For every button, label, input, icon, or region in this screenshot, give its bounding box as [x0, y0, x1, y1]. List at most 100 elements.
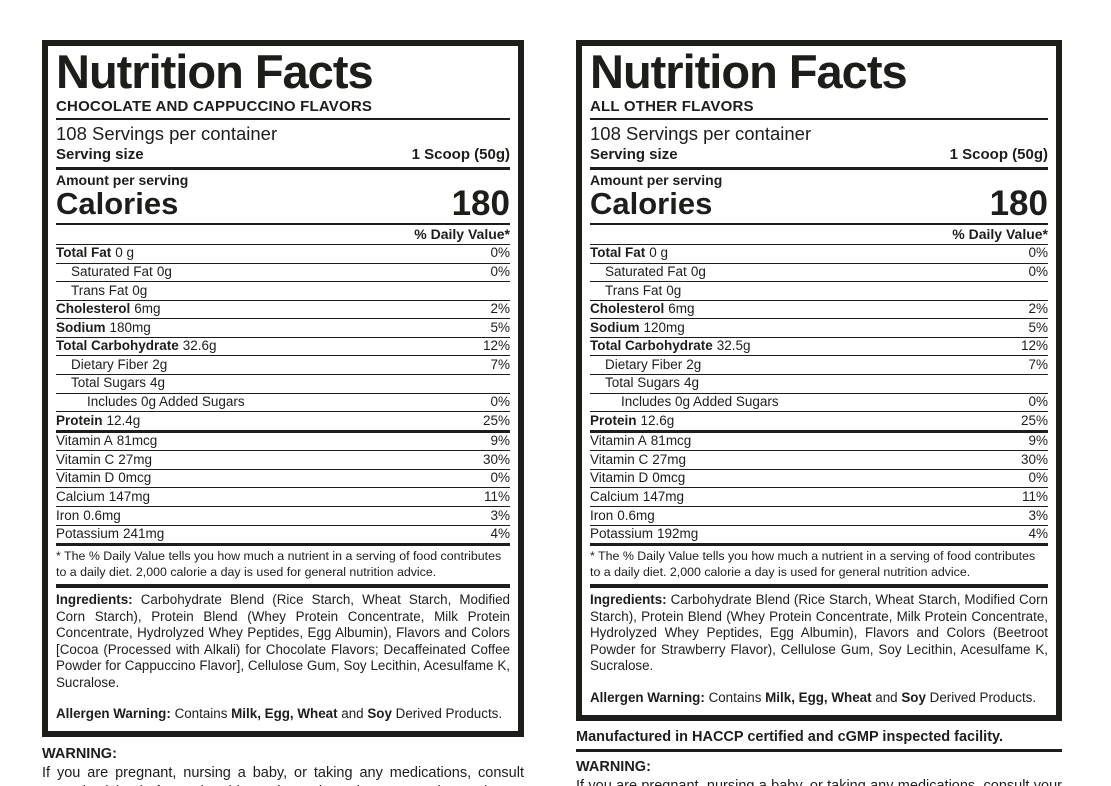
divider — [56, 222, 510, 225]
ingredients-label: Ingredients: — [56, 592, 133, 608]
nutrient-daily-value: 25% — [1020, 412, 1048, 428]
nutrient-row: Total Carbohydrate 32.5g 12% — [590, 338, 1048, 357]
nutrient-amount: 0mcg — [652, 470, 686, 486]
nutrient-label-group: Sodium 120mg — [590, 319, 685, 336]
nutrient-row: Dietary Fiber 2g 7% — [590, 356, 1048, 375]
nutrient-name: Total Sugars — [71, 375, 147, 391]
nutrient-row: Dietary Fiber 2g 7% — [56, 356, 510, 375]
nutrient-row: Vitamin D 0mcg 0% — [590, 470, 1048, 489]
nutrient-daily-value: 2% — [490, 301, 510, 317]
warning-title: WARNING: — [576, 759, 651, 776]
nutrient-amount: 0mcg — [118, 470, 152, 486]
nutrient-label-group: Total Sugars 4g — [590, 376, 699, 391]
nutrient-name: Total Carbohydrate — [56, 338, 179, 354]
amount-per-serving-label: Amount per serving — [590, 171, 723, 188]
nutrient-label-group: Vitamin A 81mcg — [56, 433, 158, 449]
nutrient-amount: 0 g — [649, 245, 669, 261]
nutrient-daily-value: 12% — [1020, 338, 1048, 354]
nutrient-row: Protein 12.6g 25% — [590, 412, 1048, 433]
divider — [56, 118, 510, 121]
divider — [590, 166, 1048, 170]
nutrient-name: Calcium — [590, 488, 639, 504]
nutrient-amount: 180mg — [109, 319, 151, 335]
nutrient-amount: 4g — [150, 375, 166, 391]
nutrient-row: Total Carbohydrate 32.6g 12% — [56, 338, 510, 357]
nutrient-amount: 0 g — [115, 245, 135, 261]
nutrient-row: Protein 12.4g 25% — [56, 412, 510, 433]
allergen-soy: Soy — [367, 706, 392, 722]
nutrient-amount: 81mcg — [116, 433, 158, 449]
nutrient-name: Sodium — [590, 319, 640, 335]
nutrient-label-group: Protein 12.4g — [56, 412, 141, 429]
nutrient-table: Total Fat 0 g 0% Saturated Fat 0g 0% Trans… — [590, 245, 1048, 547]
nutrient-row: Sodium 120mg 5% — [590, 319, 1048, 338]
nutrient-amount: 0g — [666, 282, 682, 298]
nutrient-row: Cholesterol 6mg 2% — [590, 301, 1048, 320]
nutrient-name: Potassium — [56, 526, 120, 542]
nutrient-label-group: Potassium 192mg — [590, 526, 698, 542]
right-column: Nutrition Facts ALL OTHER FLAVORS 108 Se… — [576, 40, 1062, 786]
servings-per-container: 108 Servings per container — [590, 123, 812, 145]
nutrient-row: Total Fat 0 g 0% — [56, 245, 510, 264]
nutrient-label-group: Total Fat 0 g — [590, 246, 668, 261]
nutrient-label-group: Total Carbohydrate 32.5g — [590, 339, 751, 354]
servings-per-container: 108 Servings per container — [56, 123, 278, 145]
right-footer: Manufactured in HACCP certified and cGMP… — [576, 729, 1062, 786]
nutrient-label-group: Vitamin C 27mg — [56, 451, 153, 468]
nutrient-daily-value: 2% — [1028, 301, 1048, 317]
nutrient-name: Protein — [56, 412, 103, 428]
daily-value-footnote: * The % Daily Value tells you how much a… — [56, 549, 502, 579]
daily-value-header: % Daily Value* — [56, 225, 510, 245]
nutrient-name: Vitamin D — [590, 470, 649, 486]
nutrient-daily-value: 0% — [1028, 245, 1048, 261]
nutrient-name: Vitamin A — [590, 433, 647, 449]
ingredients-text: Carbohydrate Blend (Rice Starch, Wheat S… — [590, 592, 1048, 674]
divider — [590, 222, 1048, 225]
calories-label: Calories — [590, 186, 713, 222]
nutrient-daily-value: 12% — [482, 338, 510, 354]
nutrient-label-group: Saturated Fat 0g — [590, 264, 706, 280]
nutrient-amount: 81mcg — [650, 433, 692, 449]
amount-per-serving-label: Amount per serving — [56, 171, 189, 188]
nutrient-daily-value: 5% — [1028, 319, 1048, 335]
nutrient-amount: 32.5g — [716, 338, 751, 354]
nutrient-daily-value: 11% — [1021, 488, 1048, 504]
nutrient-name: Cholesterol — [56, 301, 131, 317]
nutrient-label-group: Includes 0g Added Sugars — [56, 394, 245, 410]
nutrient-label-group: Dietary Fiber 2g — [56, 356, 168, 373]
nutrient-amount: 32.6g — [182, 338, 217, 354]
nutrient-row: Total Sugars 4g — [590, 375, 1048, 394]
nutrient-label-group: Saturated Fat 0g — [56, 264, 172, 280]
nutrient-row: Trans Fat 0g — [56, 282, 510, 301]
nutrient-row: Vitamin D 0mcg 0% — [56, 470, 510, 489]
flavor-subtitle: CHOCOLATE AND CAPPUCCINO FLAVORS — [56, 97, 373, 115]
nutrient-daily-value: 0% — [490, 264, 510, 279]
nutrient-table: Total Fat 0 g 0% Saturated Fat 0g 0% Trans… — [56, 245, 510, 547]
calories-row: Calories 180 — [56, 183, 510, 223]
nutrient-daily-value: 3% — [1028, 507, 1048, 523]
nutrient-amount: 0.6mg — [83, 507, 121, 523]
allergen-label: Allergen Warning: — [56, 706, 171, 722]
nutrient-amount: 27mg — [118, 451, 153, 467]
nutrient-amount: 12.4g — [106, 412, 141, 428]
nutrient-row: Saturated Fat 0g 0% — [590, 264, 1048, 283]
nutrient-label-group: Vitamin D 0mcg — [56, 471, 151, 486]
nutrient-amount: 0g — [690, 264, 706, 279]
nutrient-name: Trans Fat — [71, 282, 129, 298]
nutrient-amount: 2g — [152, 356, 168, 372]
nutrient-daily-value: 3% — [490, 507, 510, 523]
allergen-label: Allergen Warning: — [590, 689, 705, 705]
nutrient-amount: 27mg — [652, 451, 687, 467]
divider — [56, 584, 510, 589]
nutrient-name: Vitamin C — [590, 451, 649, 467]
nutrient-row: Cholesterol 6mg 2% — [56, 301, 510, 320]
nutrient-name: Dietary Fiber — [605, 356, 683, 372]
nutrient-label-group: Vitamin D 0mcg — [590, 471, 685, 486]
nutrient-name: Iron — [56, 507, 80, 523]
divider — [590, 584, 1048, 589]
daily-value-footnote: * The % Daily Value tells you how much a… — [590, 549, 1036, 579]
nutrient-row: Sodium 180mg 5% — [56, 319, 510, 338]
serving-size-value: 1 Scoop (50g) — [411, 145, 510, 163]
manufactured-statement: Manufactured in HACCP certified and cGMP… — [576, 728, 1004, 745]
calories-value: 180 — [451, 183, 510, 223]
